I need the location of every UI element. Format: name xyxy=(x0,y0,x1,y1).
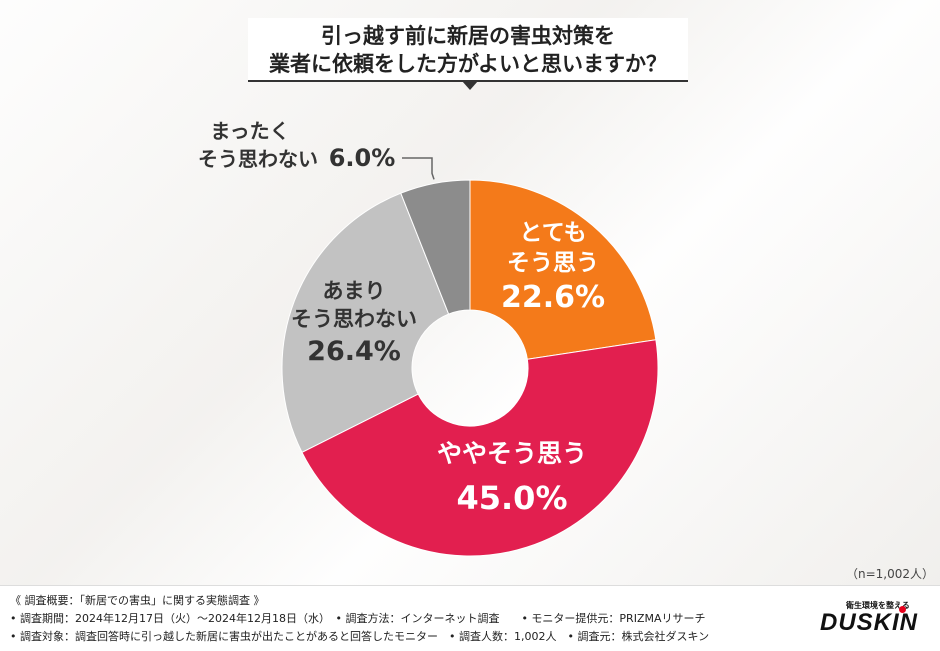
slice-label-3-line-1: あまり xyxy=(323,279,386,303)
survey-target-count: • 調査対象：調査回答時に引っ越した新居に害虫が出たことがあると回答したモニター… xyxy=(10,630,710,643)
donut-slice-4 xyxy=(400,179,471,315)
title-line-1: 引っ越す前に新居の害虫対策を xyxy=(321,24,615,48)
slice-label-3-line-2: そう思わない xyxy=(291,307,417,331)
donut-slice-3 xyxy=(281,192,450,453)
slice-label-4-line-2: そう思わない xyxy=(198,147,318,171)
duskin-logo: DUSKIN xyxy=(820,609,919,636)
leader-line xyxy=(402,157,435,180)
survey-summary-title: 《 調査概要：「新居での害虫」に関する実態調査 》 xyxy=(10,594,265,607)
slice-value-4: 6.0% xyxy=(329,144,396,172)
logo-tagline: 衛生環境を整える xyxy=(846,601,910,610)
slice-labels: とてもそう思う22.6%ややそう思う45.0%あまりそう思わない26.4%まった… xyxy=(198,119,605,517)
survey-footer: 《 調査概要：「新居での害虫」に関する実態調査 》 • 調査期間：2024年12… xyxy=(0,585,940,651)
slice-label-1-line-2: そう思う xyxy=(507,250,599,276)
survey-period-method: • 調査期間：2024年12月17日（火）～2024年12月18日（水） • 調… xyxy=(10,612,706,625)
title-pointer xyxy=(462,81,478,90)
slice-label-2-line-1: ややそう思う xyxy=(437,439,587,468)
slice-value-2: 45.0% xyxy=(456,479,567,517)
slice-value-3: 26.4% xyxy=(307,336,401,367)
chart-title: 引っ越す前に新居の害虫対策を 業者に依頼をした方がよいと思いますか？ xyxy=(248,18,688,80)
slice-value-1: 22.6% xyxy=(501,280,605,315)
donut-slice-1 xyxy=(469,179,657,360)
donut-chart: とてもそう思う22.6%ややそう思う45.0%あまりそう思わない26.4%まった… xyxy=(198,119,659,557)
slice-label-1-line-1: とても xyxy=(519,220,586,246)
sample-size-note: （n=1,002人） xyxy=(846,567,935,581)
donut-slice-2 xyxy=(301,339,659,557)
slice-label-4-line-1: まったく xyxy=(210,119,289,143)
logo-accent-dot xyxy=(899,606,906,613)
title-line-2: 業者に依頼をした方がよいと思いますか？ xyxy=(269,52,667,76)
donut-slices xyxy=(281,179,659,557)
